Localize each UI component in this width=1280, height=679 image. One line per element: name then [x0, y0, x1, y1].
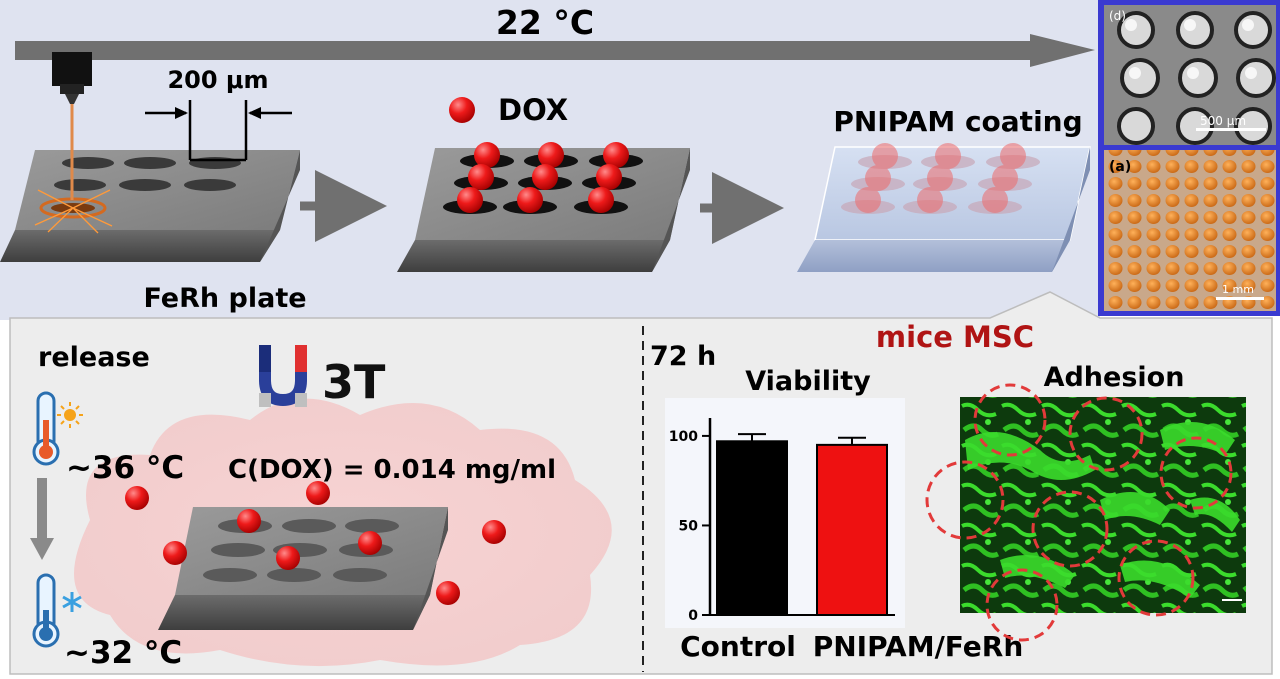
group-label: mice MSC [876, 320, 1034, 354]
dox-label: DOX [498, 93, 568, 127]
micrograph-bottom [1104, 150, 1276, 311]
category-label: PNIPAM/FeRh [813, 630, 1024, 663]
micrograph-top-label: (d) [1109, 9, 1126, 23]
release-title: release [38, 342, 150, 373]
arrow-icon [1030, 34, 1095, 67]
sun-icon [57, 402, 83, 428]
magnet-icon [259, 345, 307, 407]
laser-icon [52, 52, 92, 200]
plate-laser [0, 150, 300, 262]
error-bar [738, 433, 766, 442]
time-label: 72 h [650, 341, 716, 372]
bar-control [716, 440, 788, 617]
viability-chart: 0 50 100 [665, 398, 905, 628]
y-tick-label: 0 [688, 608, 698, 624]
temp-high-label: ~36 °C [66, 450, 184, 486]
timeline-arrow [15, 34, 1095, 67]
field-label: 3T [322, 355, 386, 409]
viability-title: Viability [745, 366, 871, 397]
coating-label: PNIPAM coating [833, 105, 1082, 138]
micrograph-top-scale: 500 μm [1200, 114, 1246, 128]
snowflake-icon [62, 592, 82, 612]
y-tick-label: 100 [669, 429, 698, 445]
concentration-label: C(DOX) = 0.014 mg/ml [228, 455, 556, 485]
y-tick-label: 50 [679, 518, 699, 534]
micrograph-bottom-scale: 1 mm [1222, 283, 1254, 296]
thermometer-icon [32, 573, 60, 648]
temperature-label: 22 °C [496, 3, 594, 42]
error-bar [838, 436, 866, 445]
adhesion-title: Adhesion [1044, 362, 1185, 393]
dimension-label: 200 μm [167, 66, 268, 94]
bar-pnipam-ferh [816, 443, 888, 617]
plate-label: FeRh plate [143, 283, 306, 314]
dimension-marker [145, 100, 292, 162]
micrograph-bottom-label: (a) [1109, 159, 1131, 175]
thermometer-icon [32, 391, 60, 466]
plate-coated [797, 143, 1091, 272]
micrograph-top [1104, 5, 1276, 145]
category-label: Control [680, 630, 796, 663]
plate-release [158, 507, 448, 630]
adhesion-image [925, 383, 1246, 642]
cooling-arrow [30, 478, 54, 560]
temp-low-label: ~32 °C [64, 635, 182, 671]
dox-legend-drop [449, 97, 475, 123]
released-dox [125, 481, 506, 605]
plate-dox [397, 142, 690, 272]
